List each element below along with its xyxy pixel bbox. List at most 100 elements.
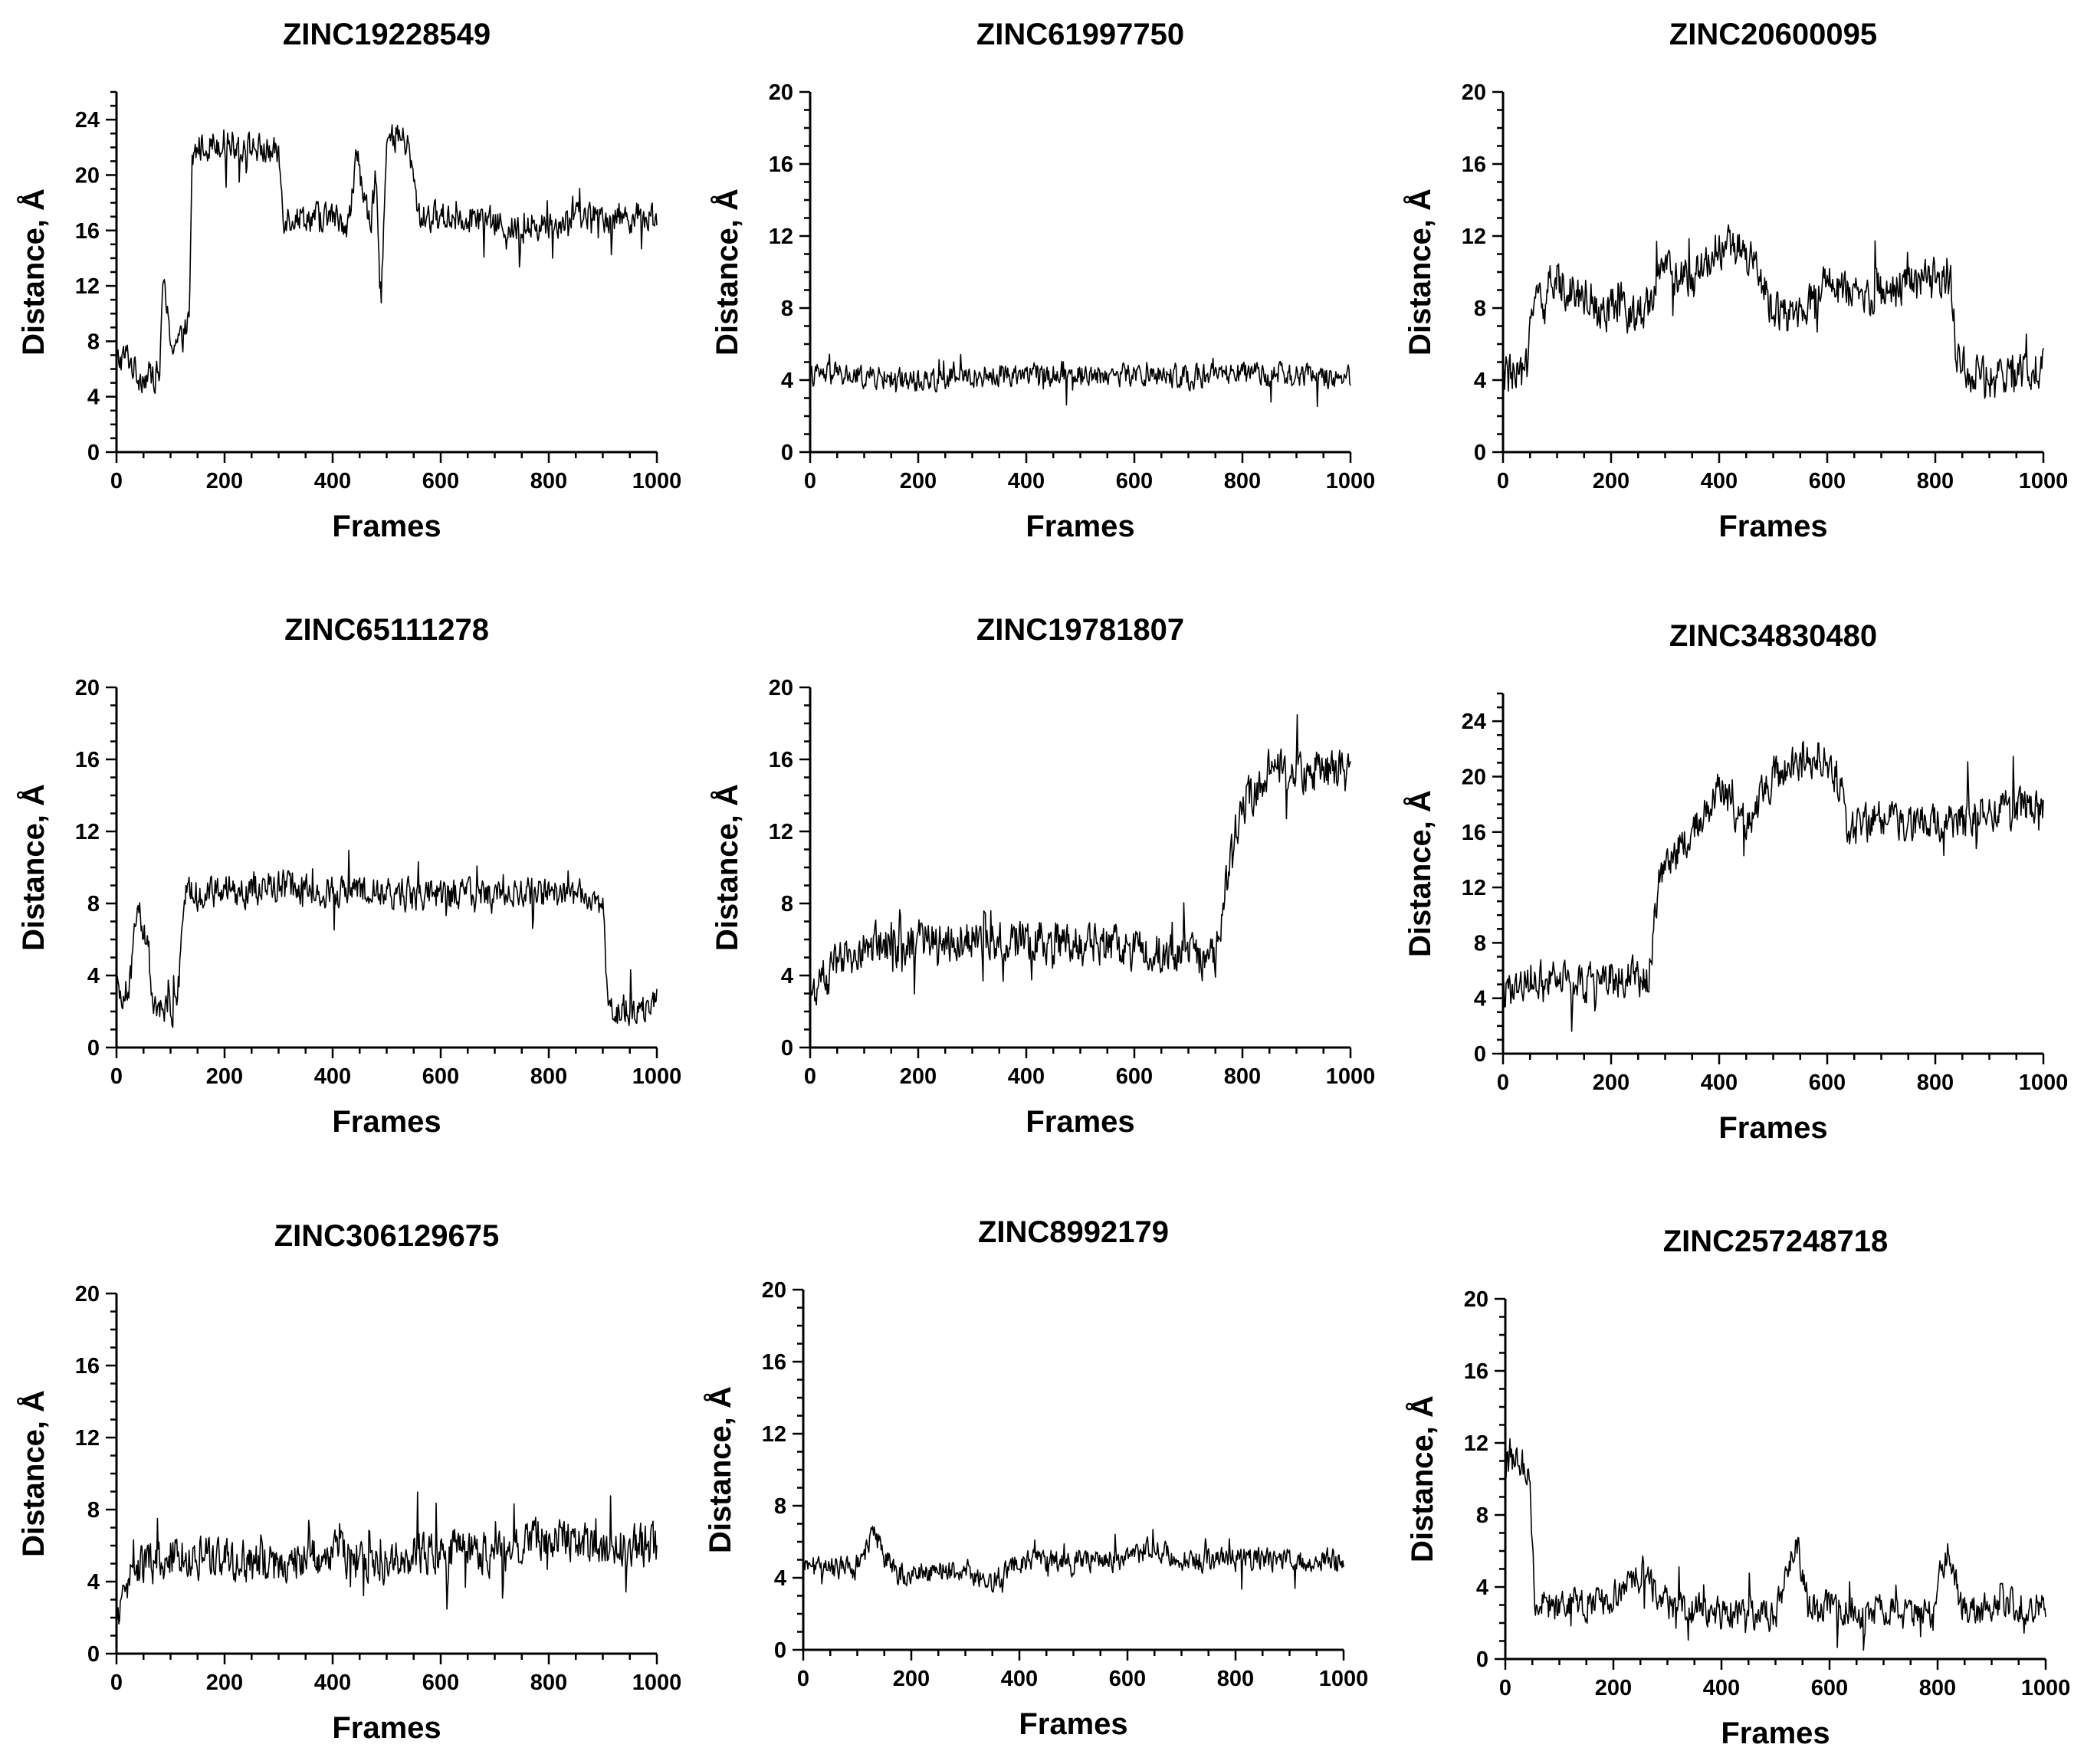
x-tick-label: 1000	[1326, 1064, 1376, 1089]
y-tick-label: 4	[87, 1570, 100, 1595]
y-tick-label: 16	[75, 1354, 100, 1379]
y-axis-label: Distance, Å	[16, 1390, 51, 1557]
y-tick-label: 0	[1474, 441, 1486, 465]
y-tick-label: 20	[1462, 80, 1486, 105]
y-tick-label: 4	[1474, 987, 1486, 1012]
y-tick-label: 16	[762, 1350, 786, 1375]
chart-title: ZINC257248718	[1663, 1225, 1889, 1258]
x-tick-label: 800	[1919, 1676, 1956, 1700]
y-tick-label: 0	[781, 441, 793, 465]
y-tick-label: 8	[1474, 931, 1486, 956]
series-line-ZINC20600095	[1502, 224, 2044, 399]
x-tick-label: 1000	[632, 1671, 682, 1695]
x-tick-label: 600	[1809, 469, 1846, 493]
x-tick-label: 400	[1008, 1064, 1045, 1089]
y-tick-label: 20	[769, 676, 793, 700]
x-tick-label: 200	[206, 469, 243, 493]
x-tick-label: 0	[1497, 469, 1509, 493]
x-axis-label: Frames	[1721, 1716, 1830, 1750]
chart-title: ZINC8992179	[978, 1215, 1169, 1249]
y-tick-label: 16	[1462, 821, 1486, 845]
y-tick-label: 12	[75, 820, 100, 844]
chart-panel-9: ZINC257248718 0 200 400 600 800 1000 0 4 8 12 16 20 F…	[1405, 1225, 2070, 1750]
x-axis-label: Frames	[1026, 510, 1134, 543]
y-tick-label: 8	[1474, 297, 1486, 321]
y-tick-label: 12	[75, 274, 100, 299]
chart-title: ZINC61997750	[976, 18, 1184, 51]
y-tick-label: 20	[75, 163, 100, 188]
y-tick-label: 12	[769, 820, 793, 844]
x-tick-label: 800	[530, 469, 567, 493]
x-tick-label: 200	[206, 1064, 243, 1089]
y-tick-label: 8	[87, 1498, 100, 1523]
x-tick-label: 600	[1109, 1667, 1146, 1691]
y-tick-label: 0	[87, 1036, 100, 1061]
series-line-ZINC65111278	[116, 849, 658, 1028]
y-tick-label: 16	[769, 152, 793, 177]
x-tick-label: 800	[1217, 1667, 1254, 1691]
series-line-ZINC306129675	[116, 1491, 658, 1625]
x-tick-label: 800	[1224, 469, 1261, 493]
x-tick-label: 600	[1116, 1064, 1153, 1089]
y-tick-label: 20	[769, 80, 793, 105]
chart-panel-5: ZINC19781807 0 200 400 600 800 1000 0 4 8 12 16 20 Fr…	[710, 613, 1375, 1139]
y-tick-label: 12	[762, 1422, 786, 1447]
y-tick-label: 16	[1462, 152, 1486, 177]
x-tick-label: 600	[422, 469, 459, 493]
x-tick-label: 1000	[632, 1064, 682, 1089]
x-tick-label: 1000	[2021, 1676, 2071, 1700]
x-tick-label: 600	[422, 1671, 459, 1695]
y-tick-label: 20	[75, 676, 100, 700]
series-line-ZINC8992179	[802, 1526, 1344, 1593]
x-tick-label: 1000	[2019, 1071, 2069, 1095]
y-axis-label: Distance, Å	[710, 189, 744, 356]
y-tick-label: 24	[75, 108, 100, 133]
y-tick-label: 8	[781, 297, 793, 321]
x-tick-label: 200	[900, 469, 937, 493]
y-axis-label: Distance, Å	[1403, 189, 1437, 356]
chart-panel-6: ZINC34830480 0 200 400 600 800 1000 0 4 8 12 16 20 24…	[1403, 619, 2068, 1145]
x-tick-label: 0	[797, 1667, 809, 1691]
x-tick-label: 200	[1593, 469, 1629, 493]
y-tick-label: 0	[1476, 1648, 1488, 1672]
y-tick-label: 12	[769, 225, 793, 249]
x-tick-label: 400	[314, 1064, 351, 1089]
y-axis-label: Distance, Å	[710, 784, 744, 951]
y-tick-label: 16	[75, 748, 100, 772]
x-tick-label: 800	[1917, 469, 1954, 493]
x-axis-label: Frames	[1718, 510, 1827, 543]
y-tick-label: 20	[1464, 1287, 1488, 1312]
y-tick-label: 0	[87, 1642, 100, 1667]
x-tick-label: 800	[530, 1064, 567, 1089]
series-line-ZINC19228549	[116, 124, 658, 394]
x-tick-label: 600	[1811, 1676, 1848, 1700]
x-tick-label: 0	[110, 1064, 123, 1089]
x-tick-label: 200	[1593, 1071, 1629, 1095]
y-tick-label: 4	[87, 964, 100, 989]
y-tick-label: 20	[1462, 765, 1486, 789]
x-tick-label: 200	[900, 1064, 937, 1089]
chart-title: ZINC65111278	[284, 613, 489, 647]
x-tick-label: 0	[110, 469, 123, 493]
y-tick-label: 20	[762, 1278, 786, 1303]
y-tick-label: 8	[87, 892, 100, 916]
y-tick-label: 16	[75, 219, 100, 244]
x-tick-label: 400	[1701, 1071, 1738, 1095]
x-tick-label: 0	[804, 469, 816, 493]
x-tick-label: 0	[1499, 1676, 1511, 1700]
x-tick-label: 600	[1809, 1071, 1846, 1095]
x-axis-label: Frames	[332, 1105, 441, 1139]
x-tick-label: 0	[1497, 1071, 1509, 1095]
x-tick-label: 1000	[2019, 469, 2069, 493]
chart-panel-1: ZINC19228549 0 200 400 600 800 1000 0 4 8 12 16 20 24…	[16, 18, 681, 543]
chart-panel-8: ZINC8992179 0 200 400 600 800 1000 0 4 8 12 16 20 Fra…	[703, 1215, 1368, 1741]
y-tick-label: 12	[75, 1426, 100, 1451]
y-tick-label: 0	[1474, 1042, 1486, 1067]
y-tick-label: 4	[774, 1566, 786, 1591]
y-axis-label: Distance, Å	[703, 1386, 737, 1553]
x-tick-label: 600	[1116, 469, 1153, 493]
y-axis-label: Distance, Å	[1403, 790, 1437, 957]
y-tick-label: 20	[75, 1282, 100, 1307]
y-tick-label: 8	[774, 1494, 786, 1519]
x-tick-label: 400	[1001, 1667, 1038, 1691]
